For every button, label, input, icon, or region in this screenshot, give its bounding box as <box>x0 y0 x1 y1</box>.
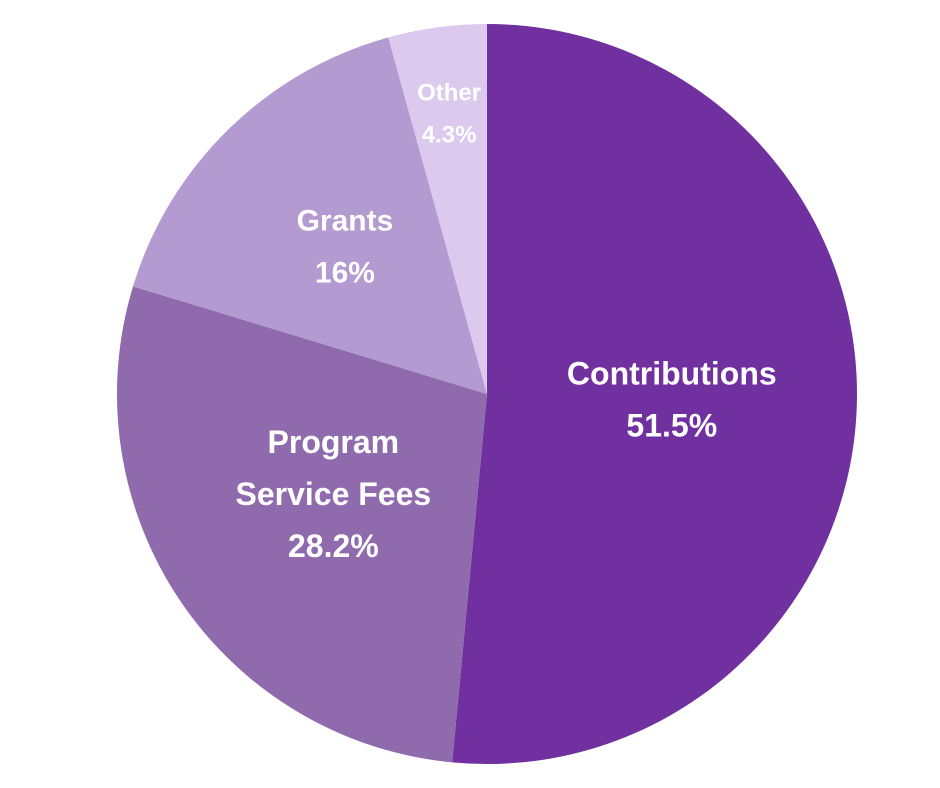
slice-value-label: 28.2% <box>288 528 379 564</box>
pie-slices <box>116 24 857 764</box>
slice-name-label: Service Fees <box>235 476 431 512</box>
pie-slice-contributions <box>452 24 857 764</box>
pie-labels: Contributions 51.5% Program Service Fees 28.… <box>235 80 776 565</box>
slice-label-other: Other 4.3% <box>417 80 481 149</box>
slice-name-label: Grants <box>297 204 394 237</box>
slice-label-program-service-fees: Program Service Fees 28.2% <box>235 424 431 564</box>
slice-value-label: 51.5% <box>626 408 717 444</box>
slice-name-label: Contributions <box>567 356 777 392</box>
slice-name-label: Program <box>268 424 400 460</box>
slice-label-contributions: Contributions 51.5% <box>567 356 777 444</box>
pie-slice-grants <box>133 37 487 394</box>
slice-name-label: Other <box>417 80 481 107</box>
pie-slice-other <box>388 24 487 394</box>
slice-value-label: 4.3% <box>422 122 477 149</box>
pie-slice-program-service-fees <box>116 286 487 763</box>
slice-value-label: 16% <box>315 256 375 289</box>
slice-label-grants: Grants 16% <box>297 204 394 289</box>
